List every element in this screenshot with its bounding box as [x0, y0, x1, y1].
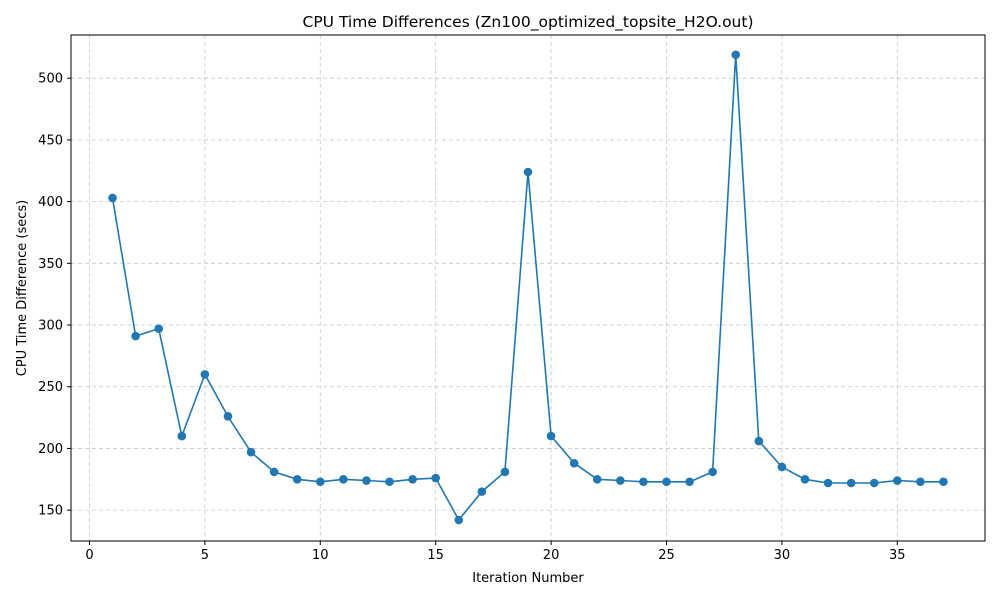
- y-tick-label: 250: [38, 380, 63, 395]
- data-point: [800, 474, 810, 484]
- data-point: [431, 473, 440, 483]
- data-point: [269, 467, 279, 477]
- data-point: [777, 462, 787, 472]
- data-point: [939, 477, 948, 487]
- data-point: [592, 474, 602, 484]
- x-tick-label: 5: [201, 548, 209, 563]
- data-point: [362, 476, 371, 485]
- data-point: [223, 412, 233, 421]
- data-point: [177, 431, 187, 441]
- data-point: [708, 467, 717, 477]
- data-point: [408, 474, 417, 484]
- data-point: [869, 478, 879, 488]
- data-point: [477, 487, 487, 496]
- data-point: [685, 477, 694, 487]
- data-point: [200, 370, 210, 379]
- data-point: [546, 431, 556, 441]
- data-point: [154, 324, 164, 334]
- x-tick-label: 35: [889, 548, 906, 563]
- x-tick-label: 30: [774, 548, 791, 563]
- x-tick-label: 25: [658, 548, 675, 563]
- data-point: [892, 476, 902, 485]
- data-point: [569, 458, 579, 468]
- series-polyline: [111, 54, 944, 522]
- data-point: [662, 477, 671, 487]
- y-tick-label: 450: [38, 133, 63, 148]
- data-point: [523, 167, 533, 177]
- data-point: [731, 50, 741, 60]
- data-point: [315, 477, 325, 487]
- data-point: [846, 478, 856, 488]
- data-point: [246, 447, 256, 457]
- y-tick-label: 200: [38, 442, 63, 457]
- data-point: [916, 477, 925, 487]
- y-tick-label: 400: [38, 195, 63, 210]
- y-axis: 150 200 250 300 350 400 450 500: [38, 72, 71, 519]
- data-point: [616, 476, 625, 485]
- x-tick-label: 15: [427, 548, 444, 563]
- y-tick-label: 300: [38, 319, 63, 334]
- data-point: [454, 515, 464, 525]
- y-tick-label: 500: [38, 72, 63, 87]
- x-tick-label: 0: [85, 548, 93, 563]
- y-axis-label: CPU Time Difference (secs): [15, 200, 30, 377]
- plot-frame: [70, 34, 986, 542]
- data-point: [639, 477, 648, 487]
- x-axis-label: Iteration Number: [472, 571, 584, 586]
- data-point: [823, 478, 833, 488]
- data-point: [500, 467, 510, 477]
- data-point: [108, 193, 117, 203]
- y-tick-label: 350: [38, 257, 63, 272]
- data-point: [385, 477, 394, 487]
- chart-title: CPU Time Differences (Zn100_optimized_to…: [303, 13, 754, 32]
- x-axis: 0 5 10 15 20 25 30 35: [85, 541, 906, 563]
- data-point: [754, 436, 764, 446]
- y-tick-label: 150: [38, 504, 63, 519]
- series-line: [108, 50, 948, 525]
- data-point: [339, 474, 348, 484]
- grid: [71, 35, 985, 541]
- data-point: [131, 331, 140, 341]
- data-point: [292, 474, 302, 484]
- x-tick-label: 20: [543, 548, 560, 563]
- x-tick-label: 10: [312, 548, 329, 563]
